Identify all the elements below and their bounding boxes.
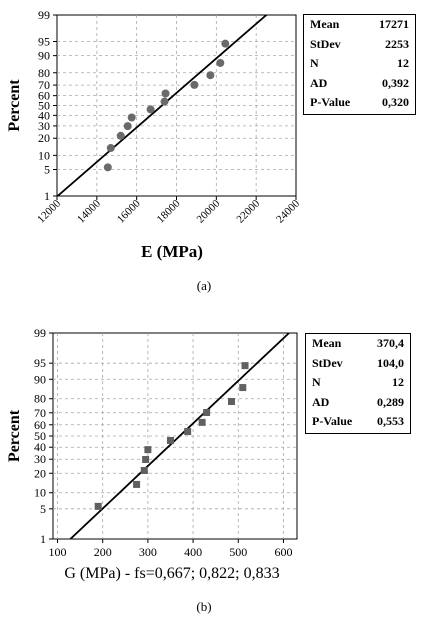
y-tick-label: 40 (34, 440, 46, 454)
stats-row-mean: Mean 370,4 (312, 336, 404, 350)
data-point (146, 105, 155, 114)
x-axis-label: G (MPa) - fs=0,667; 0,822; 0,833 (64, 565, 279, 582)
y-tick-label: 80 (38, 66, 50, 80)
x-tick-label: 300 (139, 545, 157, 559)
data-point (184, 428, 192, 436)
stats-row-ad: AD 0,289 (312, 394, 404, 409)
y-tick-label: 20 (38, 131, 50, 145)
data-point (206, 71, 215, 80)
data-point (160, 97, 169, 106)
stats-row-stdev: StDev 2253 (310, 36, 409, 51)
data-point (198, 418, 206, 426)
data-point (239, 384, 247, 392)
y-tick-label: 1 (40, 532, 46, 546)
y-tick-label: 90 (34, 372, 46, 386)
data-point (123, 122, 132, 131)
data-point (127, 113, 136, 122)
data-point (227, 398, 235, 406)
data-point (106, 144, 115, 153)
y-tick-label: 30 (34, 452, 46, 466)
stats-row-pvalue: P-Value 0,553 (312, 414, 404, 428)
stats-row-n: N 12 (310, 56, 409, 70)
x-tick-label: 500 (229, 545, 247, 559)
data-point (144, 446, 152, 454)
y-axis-label: Percent (6, 409, 23, 462)
y-tick-label: 40 (38, 108, 50, 122)
stats-box-b: Mean 370,4 StDev 104,0 N 12 AD 0,289 P-Value… (305, 333, 411, 434)
y-tick-label: 50 (38, 99, 50, 113)
figure-caption: (a) (197, 278, 211, 293)
data-point (221, 39, 230, 48)
y-tick-label: 20 (34, 466, 46, 480)
y-tick-label: 80 (34, 392, 46, 406)
x-tick-label: 24000 (274, 197, 302, 225)
data-point (190, 80, 199, 89)
y-tick-label: 10 (38, 148, 50, 162)
y-tick-label: 99 (38, 8, 50, 22)
data-point (203, 409, 211, 417)
stats-row-n: N 12 (312, 375, 404, 389)
data-point (216, 58, 225, 67)
x-tick-label: 20000 (195, 197, 223, 225)
stats-row-stdev: StDev 104,0 (312, 355, 404, 370)
y-tick-label: 99 (34, 326, 46, 340)
y-axis-label: Percent (6, 79, 23, 132)
x-tick-label: 200 (94, 545, 112, 559)
stats-box-a: Mean 17271 StDev 2253 N 12 AD 0,392 P-Value 0… (303, 14, 416, 115)
y-tick-label: 5 (40, 502, 46, 516)
x-tick-label: 16000 (115, 197, 143, 225)
data-point (116, 131, 125, 140)
data-point (140, 466, 148, 474)
x-axis-label: E (MPa) (141, 242, 203, 261)
y-tick-label: 1 (44, 189, 50, 203)
stats-row-pvalue: P-Value 0,320 (310, 95, 409, 109)
data-point (103, 163, 112, 172)
stats-row-ad: AD 0,392 (310, 75, 409, 90)
fit-line (69, 333, 291, 539)
data-point (161, 89, 170, 98)
y-tick-label: 70 (38, 78, 50, 92)
y-tick-label: 10 (34, 486, 46, 500)
data-point (133, 480, 141, 488)
x-tick-label: 22000 (234, 197, 262, 225)
y-tick-label: 5 (44, 162, 50, 176)
y-tick-label: 30 (38, 119, 50, 133)
x-tick-label: 18000 (155, 197, 183, 225)
y-tick-label: 90 (38, 49, 50, 63)
x-tick-label: 400 (184, 545, 202, 559)
data-point (94, 502, 102, 510)
x-tick-label: 600 (274, 545, 292, 559)
y-tick-label: 60 (34, 418, 46, 432)
fit-line (57, 15, 268, 196)
x-tick-label: 100 (49, 545, 67, 559)
data-point (166, 436, 174, 444)
data-point (142, 455, 150, 463)
y-tick-label: 95 (38, 35, 50, 49)
figure-caption: (b) (196, 599, 211, 614)
y-tick-label: 70 (34, 406, 46, 420)
stats-row-mean: Mean 17271 (310, 17, 409, 31)
data-point (241, 362, 249, 370)
x-tick-label: 14000 (75, 197, 103, 225)
y-tick-label: 50 (34, 429, 46, 443)
y-tick-label: 95 (34, 356, 46, 370)
y-tick-label: 60 (38, 89, 50, 103)
